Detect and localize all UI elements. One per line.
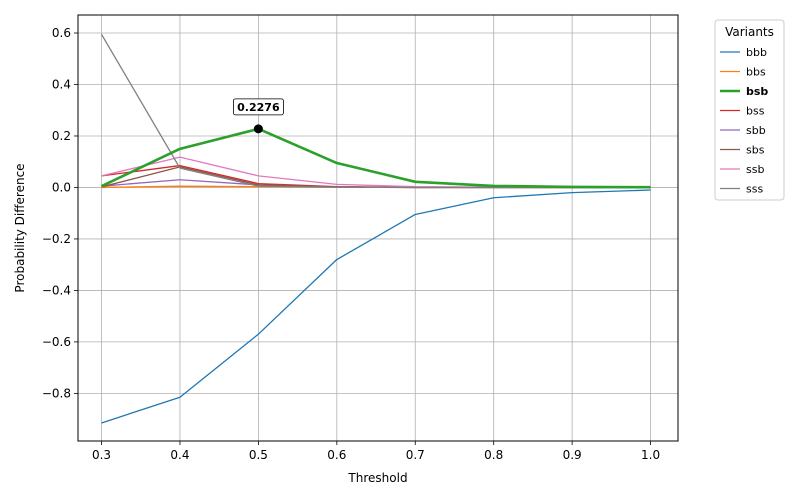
y-tick-label: 0.6 bbox=[52, 26, 71, 40]
legend-label-bss: bss bbox=[746, 105, 765, 118]
legend-label-ssb: ssb bbox=[746, 163, 764, 176]
grid bbox=[78, 15, 678, 441]
legend-label-sbb: sbb bbox=[746, 124, 766, 137]
x-tick-label: 0.5 bbox=[249, 448, 268, 462]
series-line-bsb bbox=[100, 127, 651, 189]
legend-label-bsb: bsb bbox=[746, 85, 768, 98]
y-tick-label: −0.6 bbox=[42, 335, 71, 349]
series-line-bbb bbox=[101, 189, 651, 424]
annotation-label: 0.2276 bbox=[237, 101, 280, 114]
x-tick-label: 0.4 bbox=[170, 448, 189, 462]
y-tick-label: −0.4 bbox=[42, 283, 71, 297]
x-tick-label: 0.7 bbox=[406, 448, 425, 462]
legend-title: Variants bbox=[725, 25, 774, 39]
legend-box bbox=[714, 19, 785, 201]
x-tick-label: 0.6 bbox=[327, 448, 346, 462]
legend-label-sbs: sbs bbox=[746, 144, 765, 157]
plot-frame bbox=[77, 14, 679, 442]
x-tick-label: 0.8 bbox=[484, 448, 503, 462]
x-tick-label: 0.9 bbox=[563, 448, 582, 462]
axis-ticks: 0.3 0.4 0.5 0.6 0.7 0.8 0.9 1.0 0.6 0.4 0.2 0.0 −0.2… bbox=[42, 26, 660, 462]
y-tick-label: 0.0 bbox=[52, 180, 71, 194]
annotation: 0.2276 bbox=[232, 98, 284, 134]
legend-label-bbs: bbs bbox=[746, 66, 766, 79]
y-tick-label: −0.8 bbox=[42, 386, 71, 400]
y-tick-label: 0.2 bbox=[52, 129, 71, 143]
legend-label-bbb: bbb bbox=[746, 46, 767, 59]
legend: Variants bbb bbs bsb bss sbb sbs ssb sss bbox=[714, 19, 785, 201]
y-axis-label: Probability Difference bbox=[13, 163, 27, 292]
annotation-marker bbox=[253, 124, 263, 134]
x-tick-label: 0.3 bbox=[92, 448, 111, 462]
y-tick-label: −0.2 bbox=[42, 232, 71, 246]
annotation-box bbox=[232, 98, 284, 116]
x-axis-label: Threshold bbox=[347, 471, 407, 485]
y-tick-label: 0.4 bbox=[52, 77, 71, 91]
legend-label-sss: sss bbox=[746, 183, 763, 196]
series-lines bbox=[100, 33, 651, 424]
x-tick-label: 1.0 bbox=[641, 448, 660, 462]
